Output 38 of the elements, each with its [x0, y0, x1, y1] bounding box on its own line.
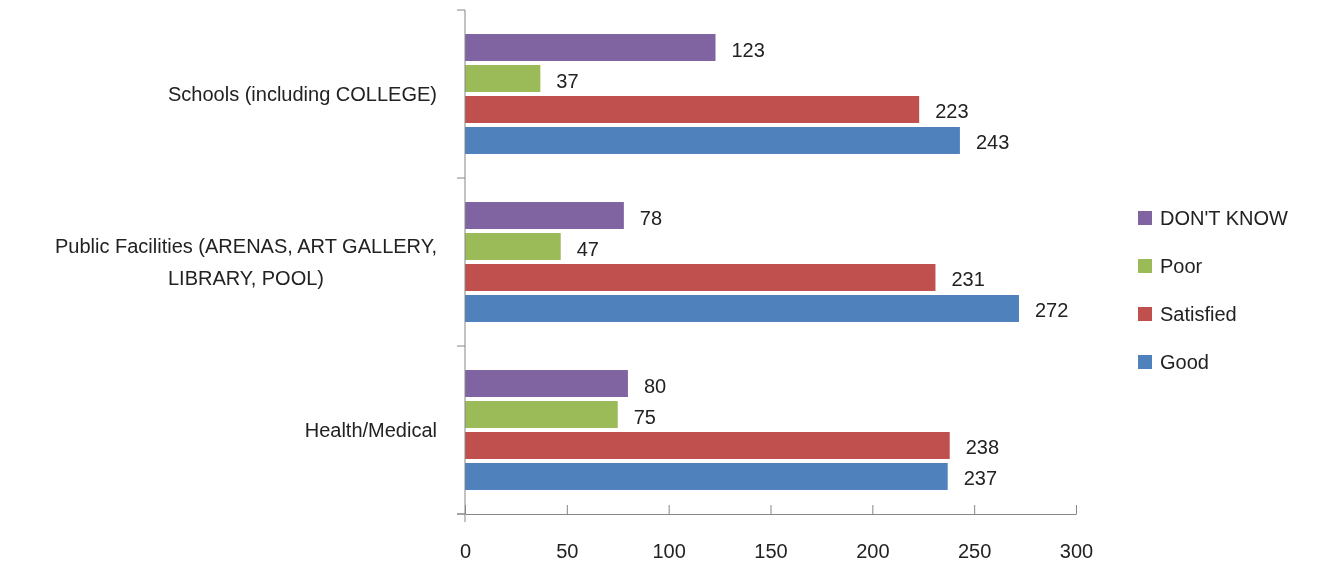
bar	[465, 96, 920, 123]
y-tick-label: Health/Medical	[304, 419, 437, 441]
x-tick-label: 250	[957, 540, 992, 563]
data-label: 80	[643, 374, 667, 397]
data-label: 272	[1034, 299, 1069, 322]
x-tick-label: 50	[556, 540, 579, 563]
x-tick-label: 200	[856, 540, 890, 563]
data-label: 231	[951, 268, 985, 291]
bar	[465, 34, 716, 61]
data-label: 238	[965, 436, 1000, 459]
bar	[465, 370, 628, 397]
bar	[465, 233, 561, 260]
legend-label: Satisfied	[1160, 303, 1237, 325]
y-tick-label: Schools (including COLLEGE)	[167, 83, 437, 105]
bar	[465, 401, 618, 428]
legend-label: DON'T KNOW	[1160, 207, 1289, 229]
data-label: 243	[975, 131, 1010, 154]
data-label: 75	[633, 405, 656, 428]
bar	[465, 463, 948, 490]
bar	[465, 432, 950, 459]
x-tick-label: 300	[1059, 540, 1094, 563]
data-label: 37	[556, 69, 579, 92]
bar	[465, 264, 936, 291]
x-tick-label: 0	[459, 540, 472, 563]
data-label: 123	[731, 38, 765, 61]
x-tick-label: 100	[652, 540, 686, 563]
y-tick-label: Public Facilities (ARENAS, ART GALLERY, LIBRARY, POOL)	[54, 235, 437, 289]
bar	[465, 295, 1019, 322]
bar	[465, 202, 624, 229]
bar	[465, 65, 541, 92]
data-label: 237	[963, 467, 998, 490]
bar	[465, 127, 960, 154]
legend-label: Poor	[1160, 255, 1203, 277]
data-label: 78	[639, 206, 663, 229]
legend-label: Good	[1160, 351, 1209, 373]
data-label: 47	[576, 237, 599, 260]
data-label: 223	[935, 100, 969, 123]
x-tick-label: 150	[754, 540, 788, 563]
